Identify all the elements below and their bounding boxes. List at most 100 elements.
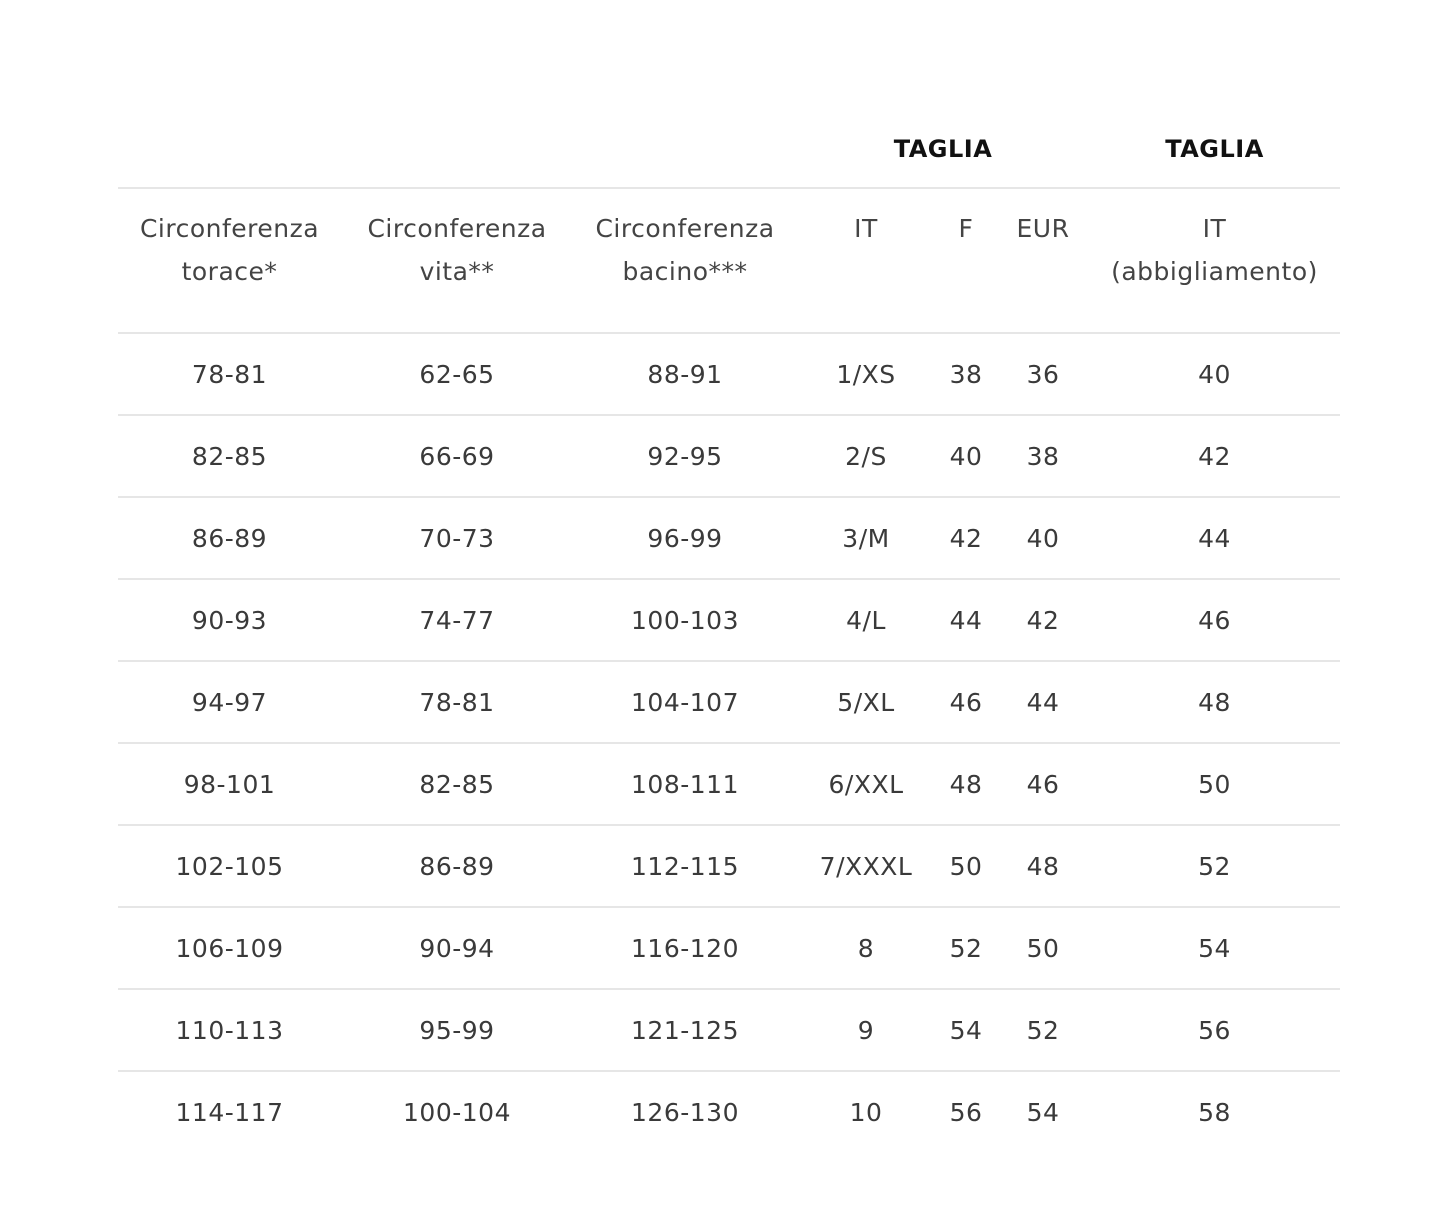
cell-f-size: 44	[935, 579, 997, 662]
cell-hip: 96-99	[573, 497, 797, 580]
cell-chest: 82-85	[118, 415, 341, 498]
column-header-hip: Circonferenza bacino***	[573, 187, 797, 334]
cell-hip: 88-91	[573, 333, 797, 416]
table-row: 78-81 62-65 88-91 1/XS 38 36 40	[118, 333, 1340, 416]
column-header-waist: Circonferenza vita**	[341, 187, 573, 334]
table-row: 90-93 74-77 100-103 4/L 44 42 46	[118, 579, 1340, 662]
cell-hip: 92-95	[573, 415, 797, 498]
cell-it-size: 7/XXXL	[797, 825, 935, 908]
cell-chest: 98-101	[118, 743, 341, 826]
header-line-1: Circonferenza	[367, 214, 547, 243]
cell-it-size: 4/L	[797, 579, 935, 662]
table-row: 106-109 90-94 116-120 8 52 50 54	[118, 907, 1340, 990]
cell-it-size: 1/XS	[797, 333, 935, 416]
cell-it-size: 2/S	[797, 415, 935, 498]
taglia-clothing-group-header: TAGLIA	[1165, 134, 1264, 163]
header-line-2: vita**	[419, 257, 495, 286]
taglia-group-header: TAGLIA	[893, 134, 993, 163]
header-line-2: bacino***	[622, 257, 748, 286]
cell-f-size: 54	[935, 989, 997, 1072]
size-chart-table: TAGLIA TAGLIA Circonferenza torace* Circon…	[118, 110, 1340, 1152]
table-row: 114-117 100-104 126-130 10 56 54 58	[118, 1071, 1340, 1152]
cell-f-size: 38	[935, 333, 997, 416]
cell-f-size: 52	[935, 907, 997, 990]
cell-hip: 116-120	[573, 907, 797, 990]
column-header-row: Circonferenza torace* Circonferenza vita** C…	[118, 187, 1340, 334]
cell-eur-size: 46	[997, 743, 1089, 826]
cell-hip: 104-107	[573, 661, 797, 744]
cell-it-clothing-size: 58	[1198, 1097, 1231, 1127]
header-line-2: torace*	[181, 257, 278, 286]
cell-chest: 110-113	[118, 989, 341, 1072]
cell-eur-size: 42	[997, 579, 1089, 662]
column-header-chest: Circonferenza torace*	[118, 187, 341, 334]
cell-hip: 126-130	[631, 1097, 739, 1127]
cell-waist: 90-94	[341, 907, 573, 990]
cell-waist: 78-81	[341, 661, 573, 744]
header-line-1: Circonferenza	[595, 214, 775, 243]
cell-waist: 82-85	[341, 743, 573, 826]
cell-it-clothing-size: 56	[1089, 989, 1340, 1072]
header-line-1: IT	[1202, 214, 1227, 243]
cell-chest: 114-117	[175, 1097, 284, 1127]
cell-f-size: 48	[935, 743, 997, 826]
cell-chest: 78-81	[118, 333, 341, 416]
cell-chest: 86-89	[118, 497, 341, 580]
header-line-1: EUR	[1016, 214, 1070, 243]
cell-hip: 112-115	[573, 825, 797, 908]
column-header-eur-size: EUR	[997, 187, 1089, 334]
cell-it-size: 6/XXL	[797, 743, 935, 826]
table-row: 110-113 95-99 121-125 9 54 52 56	[118, 989, 1340, 1072]
table-body: 78-81 62-65 88-91 1/XS 38 36 40 82-85 66-69 92-95…	[118, 333, 1340, 1152]
cell-eur-size: 44	[997, 661, 1089, 744]
header-line-1: Circonferenza	[139, 214, 320, 243]
cell-it-size: 9	[797, 989, 935, 1072]
column-header-it-clothing-size: IT (abbigliamento)	[1089, 187, 1340, 334]
cell-waist: 95-99	[341, 989, 573, 1072]
cell-waist: 66-69	[341, 415, 573, 498]
table-row: 86-89 70-73 96-99 3/M 42 40 44	[118, 497, 1340, 580]
cell-eur-size: 52	[997, 989, 1089, 1072]
cell-chest: 102-105	[118, 825, 341, 908]
cell-it-size: 5/XL	[797, 661, 935, 744]
cell-hip: 121-125	[573, 989, 797, 1072]
table-row: 98-101 82-85 108-111 6/XXL 48 46 50	[118, 743, 1340, 826]
cell-waist: 100-104	[403, 1097, 511, 1127]
cell-hip: 100-103	[573, 579, 797, 662]
cell-f-size: 46	[935, 661, 997, 744]
cell-f-size: 40	[935, 415, 997, 498]
cell-it-clothing-size: 50	[1089, 743, 1340, 826]
cell-f-size: 50	[935, 825, 997, 908]
column-header-f-size: F	[935, 187, 997, 334]
header-line-1: F	[958, 214, 974, 243]
table-row: 94-97 78-81 104-107 5/XL 46 44 48	[118, 661, 1340, 744]
cell-chest: 90-93	[118, 579, 341, 662]
cell-hip: 108-111	[573, 743, 797, 826]
cell-chest: 94-97	[118, 661, 341, 744]
table-row: 102-105 86-89 112-115 7/XXXL 50 48 52	[118, 825, 1340, 908]
header-line-2: (abbigliamento)	[1111, 257, 1318, 286]
cell-it-clothing-size: 54	[1089, 907, 1340, 990]
column-header-it-size: IT	[797, 187, 935, 334]
cell-eur-size: 54	[1026, 1097, 1060, 1127]
cell-waist: 62-65	[341, 333, 573, 416]
cell-chest: 106-109	[118, 907, 341, 990]
cell-it-size: 10	[849, 1097, 883, 1127]
cell-it-clothing-size: 46	[1089, 579, 1340, 662]
cell-waist: 86-89	[341, 825, 573, 908]
cell-waist: 70-73	[341, 497, 573, 580]
cell-waist: 74-77	[341, 579, 573, 662]
cell-it-clothing-size: 52	[1089, 825, 1340, 908]
cell-eur-size: 40	[997, 497, 1089, 580]
cell-eur-size: 50	[997, 907, 1089, 990]
cell-eur-size: 48	[997, 825, 1089, 908]
cell-eur-size: 38	[997, 415, 1089, 498]
cell-it-size: 3/M	[797, 497, 935, 580]
cell-it-clothing-size: 48	[1089, 661, 1340, 744]
cell-eur-size: 36	[997, 333, 1089, 416]
table-row: 82-85 66-69 92-95 2/S 40 38 42	[118, 415, 1340, 498]
cell-it-clothing-size: 42	[1089, 415, 1340, 498]
cell-f-size: 42	[935, 497, 997, 580]
cell-it-clothing-size: 40	[1089, 333, 1340, 416]
cell-f-size: 56	[949, 1097, 983, 1127]
